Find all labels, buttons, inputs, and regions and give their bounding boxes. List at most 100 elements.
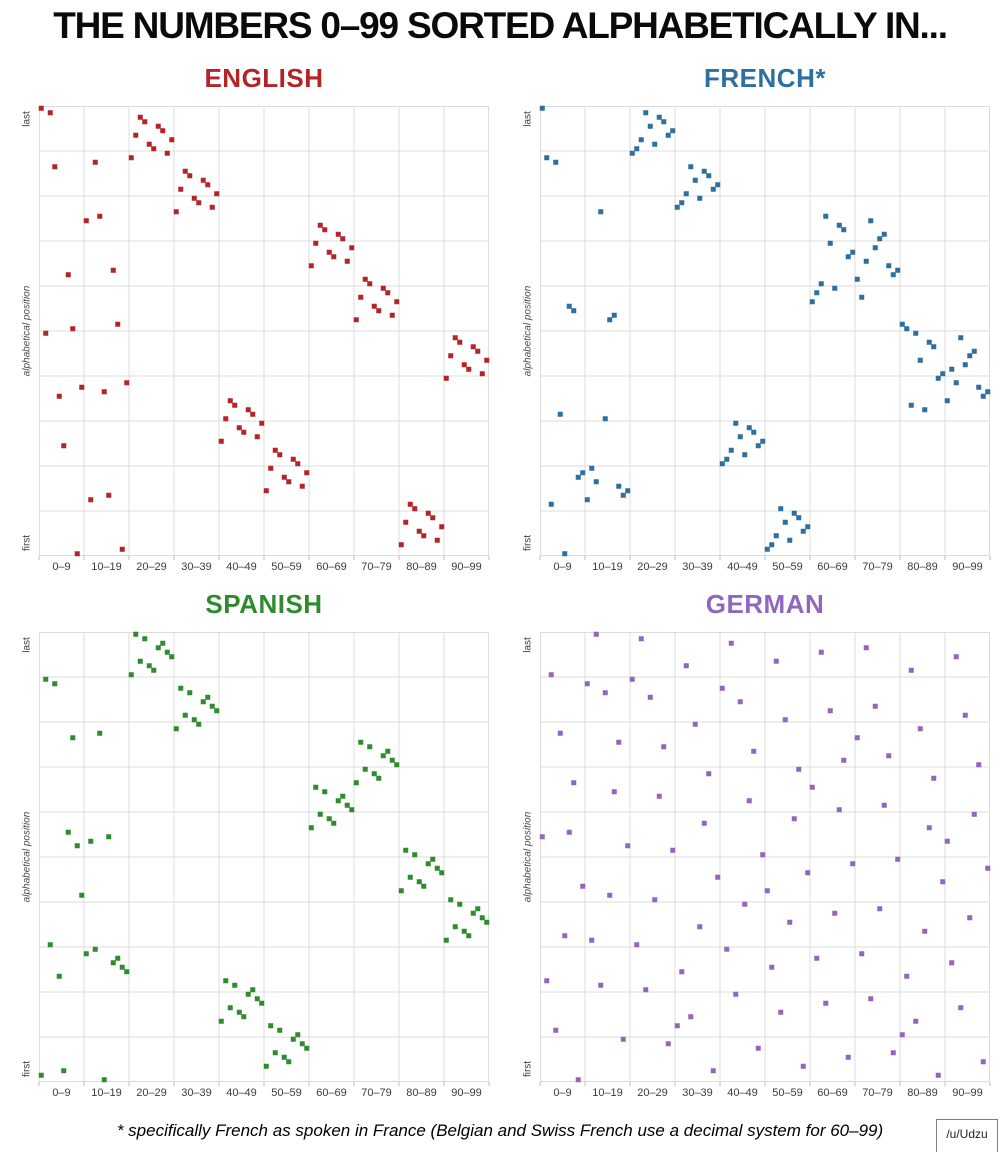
data-point [634, 146, 640, 152]
data-point [845, 254, 851, 260]
data-point [425, 861, 431, 867]
scatter-plot-english [38, 105, 490, 560]
data-point [625, 488, 631, 494]
data-point [620, 1036, 626, 1042]
data-point [769, 542, 775, 548]
data-point [926, 339, 932, 345]
data-point [728, 640, 734, 646]
data-point [584, 681, 590, 687]
y-tick-label-last: last [522, 637, 534, 653]
x-tick-label: 30–39 [181, 561, 212, 573]
data-point [953, 380, 959, 386]
data-point [715, 182, 721, 188]
data-point [88, 838, 94, 844]
x-tick-label: 30–39 [181, 1087, 212, 1099]
x-tick-label: 50–59 [772, 1087, 803, 1099]
data-point [688, 164, 694, 170]
data-point [254, 996, 260, 1002]
data-point [652, 897, 658, 903]
data-point [967, 915, 973, 921]
data-point [43, 676, 49, 682]
data-point [299, 483, 305, 489]
data-point [724, 946, 730, 952]
data-point [895, 856, 901, 862]
data-point [385, 748, 391, 754]
data-point [164, 150, 170, 156]
data-point [661, 744, 667, 750]
panel-title-english: ENGLISH [204, 63, 324, 93]
data-point [277, 1027, 283, 1033]
data-point [674, 1023, 680, 1029]
data-point [263, 488, 269, 494]
x-tick-label: 40–49 [226, 561, 257, 573]
data-point [421, 533, 427, 539]
data-point [944, 838, 950, 844]
data-point [886, 263, 892, 269]
data-point [661, 119, 667, 125]
data-point [106, 492, 112, 498]
data-point [97, 213, 103, 219]
data-point [553, 159, 559, 165]
data-point [859, 951, 865, 957]
data-point [796, 766, 802, 772]
data-point [38, 1072, 44, 1078]
x-tick-label: 80–89 [406, 561, 437, 573]
data-point [376, 308, 382, 314]
y-axis-label: alphabetical position [522, 811, 534, 903]
data-point [290, 1036, 296, 1042]
data-point [557, 730, 563, 736]
data-point [371, 303, 377, 309]
data-point [958, 335, 964, 341]
panel-english: ENGLISH last alphabetical position first… [22, 63, 490, 573]
data-point [634, 942, 640, 948]
y-tick-label-first: first [522, 1060, 534, 1078]
data-point [665, 132, 671, 138]
x-tick-label: 60–69 [316, 1087, 347, 1099]
data-point [160, 640, 166, 646]
data-point [787, 537, 793, 543]
data-point [70, 735, 76, 741]
data-point [881, 802, 887, 808]
x-tick-label: 70–79 [361, 1087, 392, 1099]
x-tick-label: 0–9 [553, 1087, 572, 1099]
data-point [430, 515, 436, 521]
data-point [697, 924, 703, 930]
data-point [796, 515, 802, 521]
data-point [322, 227, 328, 233]
data-point [773, 658, 779, 664]
data-point [692, 177, 698, 183]
data-point [643, 110, 649, 116]
data-point [295, 1032, 301, 1038]
data-point [760, 852, 766, 858]
data-point [79, 384, 85, 390]
data-point [227, 398, 233, 404]
data-point [155, 123, 161, 129]
data-point [719, 461, 725, 467]
data-point [958, 1005, 964, 1011]
data-point [56, 973, 62, 979]
data-point [349, 807, 355, 813]
data-point [706, 771, 712, 777]
data-point [764, 888, 770, 894]
data-point [236, 1009, 242, 1015]
data-point [710, 186, 716, 192]
data-point [466, 366, 472, 372]
data-point [728, 447, 734, 453]
y-tick-label-last: last [21, 637, 33, 653]
data-point [787, 919, 793, 925]
data-point [412, 506, 418, 512]
x-axis-tick-labels: 0–9 10–19 20–29 30–39 40–49 50–59 60–69 70–79 80… [540, 561, 990, 573]
data-point [430, 856, 436, 862]
data-point [331, 820, 337, 826]
data-point [74, 551, 80, 557]
data-point [340, 236, 346, 242]
data-point [286, 479, 292, 485]
data-point [877, 906, 883, 912]
data-point [620, 492, 626, 498]
data-point [701, 820, 707, 826]
x-tick-label: 20–29 [637, 561, 668, 573]
data-point [52, 681, 58, 687]
data-point [616, 483, 622, 489]
data-point [245, 991, 251, 997]
x-tick-label: 30–39 [682, 561, 713, 573]
